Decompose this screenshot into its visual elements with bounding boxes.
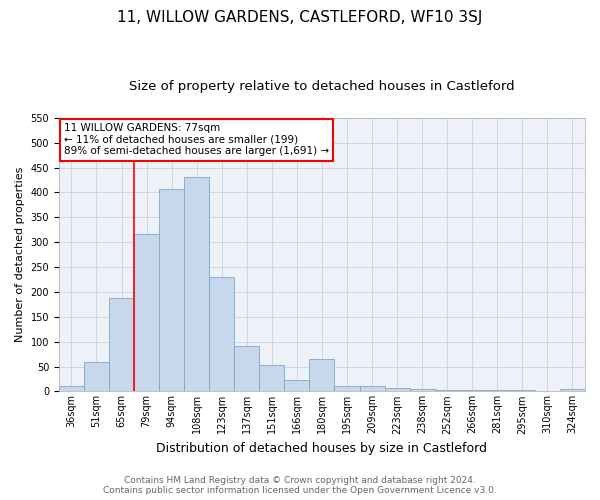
- Bar: [159, 189, 184, 392]
- Bar: [284, 380, 310, 392]
- Bar: [234, 346, 259, 392]
- Bar: [485, 390, 510, 392]
- Bar: [310, 359, 334, 392]
- Text: 11 WILLOW GARDENS: 77sqm
← 11% of detached houses are smaller (199)
89% of semi-: 11 WILLOW GARDENS: 77sqm ← 11% of detach…: [64, 123, 329, 156]
- Y-axis label: Number of detached properties: Number of detached properties: [15, 167, 25, 342]
- Bar: [134, 234, 159, 392]
- Bar: [184, 178, 209, 392]
- Bar: [510, 390, 535, 392]
- Title: Size of property relative to detached houses in Castleford: Size of property relative to detached ho…: [129, 80, 515, 93]
- Bar: [359, 386, 385, 392]
- Bar: [334, 386, 359, 392]
- Bar: [460, 390, 485, 392]
- Text: Contains HM Land Registry data © Crown copyright and database right 2024.
Contai: Contains HM Land Registry data © Crown c…: [103, 476, 497, 495]
- Bar: [259, 365, 284, 392]
- Bar: [59, 386, 84, 392]
- Bar: [410, 389, 434, 392]
- Bar: [385, 388, 410, 392]
- Bar: [209, 277, 234, 392]
- Bar: [109, 298, 134, 392]
- Bar: [84, 362, 109, 392]
- X-axis label: Distribution of detached houses by size in Castleford: Distribution of detached houses by size …: [157, 442, 487, 455]
- Bar: [560, 390, 585, 392]
- Bar: [434, 390, 460, 392]
- Text: 11, WILLOW GARDENS, CASTLEFORD, WF10 3SJ: 11, WILLOW GARDENS, CASTLEFORD, WF10 3SJ: [118, 10, 482, 25]
